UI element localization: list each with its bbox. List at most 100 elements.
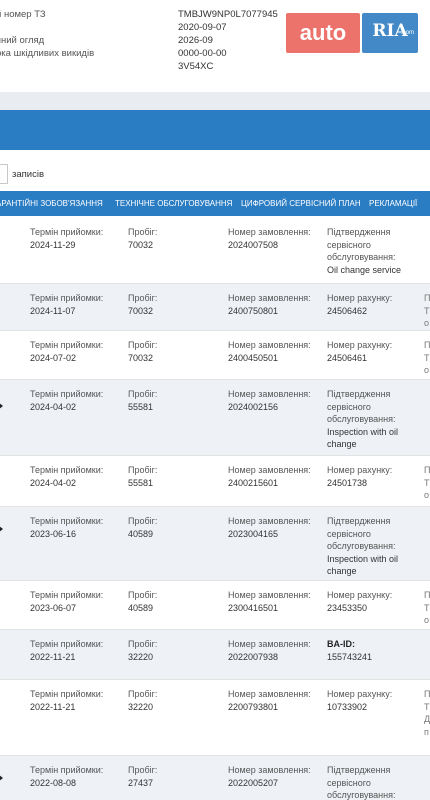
mileage-label: Пробіг: — [128, 465, 158, 475]
acceptance-date: Термін прийомки: 2024-04-02 — [30, 388, 125, 413]
order-number-label: Номер замовлення: — [228, 516, 311, 526]
mileage-value: 55581 — [128, 477, 154, 488]
service-detail: Підтвердження сервісного обслуговування:… — [327, 515, 413, 578]
mileage: Пробіг: 55581 — [128, 388, 218, 413]
expand-arrow-icon[interactable] — [0, 774, 3, 782]
entries-per-page: записів — [0, 164, 44, 184]
order-number-label: Номер замовлення: — [228, 689, 311, 699]
expand-arrow-icon[interactable] — [0, 402, 3, 410]
vehicle-info-panel: й номер ТЗ чний огляд рка шкідливих вики… — [0, 0, 430, 92]
tab-warranty[interactable]: АРАНТІЙНІ ЗОБОВ'ЯЗАННЯ — [0, 199, 103, 208]
order-number: Номер замовлення: 2024007508 — [228, 226, 320, 251]
entries-select[interactable] — [0, 164, 8, 184]
logo-suffix: .com — [400, 30, 414, 36]
order-number-value: 2024007508 — [228, 239, 279, 250]
mileage-label: Пробіг: — [128, 293, 158, 303]
acceptance-date-label: Термін прийомки: — [30, 590, 104, 600]
order-number-value: 2400215601 — [228, 477, 279, 488]
acceptance-date: Термін прийомки: 2022-11-21 — [30, 688, 125, 713]
acceptance-date: Термін прийомки: 2024-04-02 — [30, 464, 125, 489]
table-row[interactable]: Термін прийомки: 2024-04-02 Пробіг: 55581 Но… — [0, 456, 430, 507]
tab-digital-service-plan[interactable]: ЦИФРОВИЙ СЕРВІСНИЙ ПЛАН — [241, 199, 361, 208]
order-number-value: 2300416501 — [228, 602, 279, 613]
acceptance-date-value: 2022-11-21 — [30, 701, 76, 712]
service-detail-value: 155743241 — [327, 651, 373, 662]
acceptance-date-value: 2022-11-21 — [30, 651, 76, 662]
mileage-label: Пробіг: — [128, 516, 158, 526]
table-row[interactable]: Термін прийомки: 2024-11-07 Пробіг: 70032 Но… — [0, 284, 430, 331]
acceptance-date-value: 2023-06-07 — [30, 602, 77, 613]
acceptance-date-label: Термін прийомки: — [30, 639, 104, 649]
mileage-value: 40589 — [128, 602, 154, 613]
table-row[interactable]: Термін прийомки: 2023-06-16 Пробіг: 40589 Но… — [0, 507, 430, 581]
table-row[interactable]: Термін прийомки: 2022-08-08 Пробіг: 27437 Но… — [0, 756, 430, 800]
table-row[interactable]: Термін прийомки: 2024-07-02 Пробіг: 70032 Но… — [0, 331, 430, 380]
mileage-label: Пробіг: — [128, 340, 158, 350]
acceptance-date-label: Термін прийомки: — [30, 689, 104, 699]
mileage-label: Пробіг: — [128, 227, 158, 237]
order-number-value: 2023004165 — [228, 528, 279, 539]
acceptance-date-label: Термін прийомки: — [30, 765, 104, 775]
mileage-label: Пробіг: — [128, 765, 158, 775]
table-row[interactable]: Термін прийомки: 2022-11-21 Пробіг: 32220 Но… — [0, 680, 430, 756]
table-row[interactable]: Термін прийомки: 2024-11-29 Пробіг: 70032 Но… — [0, 218, 430, 284]
logo-auto: auto — [286, 13, 360, 53]
truncated-column: П Т о — [424, 340, 430, 375]
order-number-value: 2022007938 — [228, 651, 279, 662]
service-detail: Підтвердження сервісного обслуговування: — [327, 764, 413, 800]
mileage-label: Пробіг: — [128, 389, 158, 399]
table-row[interactable]: Термін прийомки: 2023-06-07 Пробіг: 40589 Но… — [0, 581, 430, 630]
mileage: Пробіг: 40589 — [128, 589, 218, 614]
emissions-value: 0000-00-00 — [178, 48, 227, 59]
order-number-value: 2024002156 — [228, 401, 279, 412]
mileage-label: Пробіг: — [128, 590, 158, 600]
mileage-value: 70032 — [128, 352, 154, 363]
mileage-label: Пробіг: — [128, 689, 158, 699]
order-number: Номер замовлення: 2400215601 — [228, 464, 320, 489]
expand-arrow-icon[interactable] — [0, 525, 3, 533]
table-row[interactable]: Термін прийомки: 2024-04-02 Пробіг: 55581 Но… — [0, 380, 430, 456]
acceptance-date: Термін прийомки: 2024-11-29 — [30, 226, 125, 251]
tab-complaints[interactable]: РЕКЛАМАЦІЇ — [369, 199, 418, 208]
emissions-label: рка шкідливих викидів — [0, 48, 95, 59]
table-row[interactable]: Термін прийомки: 2022-11-21 Пробіг: 32220 Но… — [0, 630, 430, 680]
service-detail-value: 23453350 — [327, 602, 368, 613]
tab-maintenance[interactable]: ТЕХНІЧНЕ ОБСЛУГОВУВАННЯ — [115, 199, 233, 208]
service-detail-label: Підтвердження сервісного обслуговування: — [327, 765, 396, 800]
mileage: Пробіг: 27437 — [128, 764, 218, 789]
mileage-value: 32220 — [128, 701, 154, 712]
order-number: Номер замовлення: 2024002156 — [228, 388, 320, 413]
service-detail: BA-ID: 155743241 — [327, 638, 413, 663]
autoria-watermark-logo: auto RIA .com — [286, 13, 418, 53]
tab-bar: АРАНТІЙНІ ЗОБОВ'ЯЗАННЯ ТЕХНІЧНЕ ОБСЛУГОВ… — [0, 191, 430, 216]
service-detail-value: 10733902 — [327, 701, 368, 712]
mileage: Пробіг: 55581 — [128, 464, 218, 489]
order-number-label: Номер замовлення: — [228, 227, 311, 237]
acceptance-date-label: Термін прийомки: — [30, 516, 104, 526]
acceptance-date-label: Термін прийомки: — [30, 227, 104, 237]
service-detail-label: Номер рахунку: — [327, 689, 393, 699]
acceptance-date: Термін прийомки: 2023-06-07 — [30, 589, 125, 614]
first-reg-value: 2020-09-07 — [178, 22, 227, 33]
acceptance-date-value: 2024-11-29 — [30, 239, 76, 250]
mileage-value: 70032 — [128, 239, 154, 250]
service-detail: Номер рахунку: 10733902 — [327, 688, 413, 713]
service-detail-label: Підтвердження сервісного обслуговування: — [327, 389, 396, 424]
order-number: Номер замовлення: 2022007938 — [228, 638, 320, 663]
acceptance-date: Термін прийомки: 2024-07-02 — [30, 339, 125, 364]
service-detail: Номер рахунку: 23453350 — [327, 589, 413, 614]
acceptance-date-label: Термін прийомки: — [30, 340, 104, 350]
order-number: Номер замовлення: 2300416501 — [228, 589, 320, 614]
service-detail-value: 24501738 — [327, 477, 368, 488]
mileage-value: 40589 — [128, 528, 154, 539]
acceptance-date-value: 2024-04-02 — [30, 477, 77, 488]
mileage: Пробіг: 32220 — [128, 688, 218, 713]
plate-value: 3V54XC — [178, 61, 214, 72]
service-detail: Номер рахунку: 24501738 — [327, 464, 413, 489]
acceptance-date-value: 2024-04-02 — [30, 401, 77, 412]
order-number-label: Номер замовлення: — [228, 765, 311, 775]
service-detail-value: Inspection with oil change — [327, 426, 399, 450]
acceptance-date: Термін прийомки: 2022-11-21 — [30, 638, 125, 663]
acceptance-date-label: Термін прийомки: — [30, 293, 104, 303]
service-detail-label: Підтвердження сервісного обслуговування: — [327, 227, 396, 262]
